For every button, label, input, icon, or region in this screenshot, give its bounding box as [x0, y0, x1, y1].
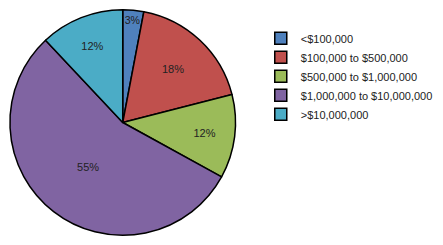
svg-text:3%: 3% — [125, 14, 141, 26]
svg-text:>$10,000,000: >$10,000,000 — [301, 109, 369, 121]
svg-text:12%: 12% — [193, 127, 215, 139]
svg-text:55%: 55% — [77, 161, 99, 173]
svg-text:<$100,000: <$100,000 — [301, 33, 353, 45]
svg-text:$100,000 to $500,000: $100,000 to $500,000 — [301, 52, 408, 64]
svg-text:18%: 18% — [162, 63, 184, 75]
svg-text:12%: 12% — [81, 40, 103, 52]
svg-text:$1,000,000 to $10,000,000: $1,000,000 to $10,000,000 — [301, 90, 433, 102]
svg-text:$500,000 to $1,000,000: $500,000 to $1,000,000 — [301, 71, 417, 83]
